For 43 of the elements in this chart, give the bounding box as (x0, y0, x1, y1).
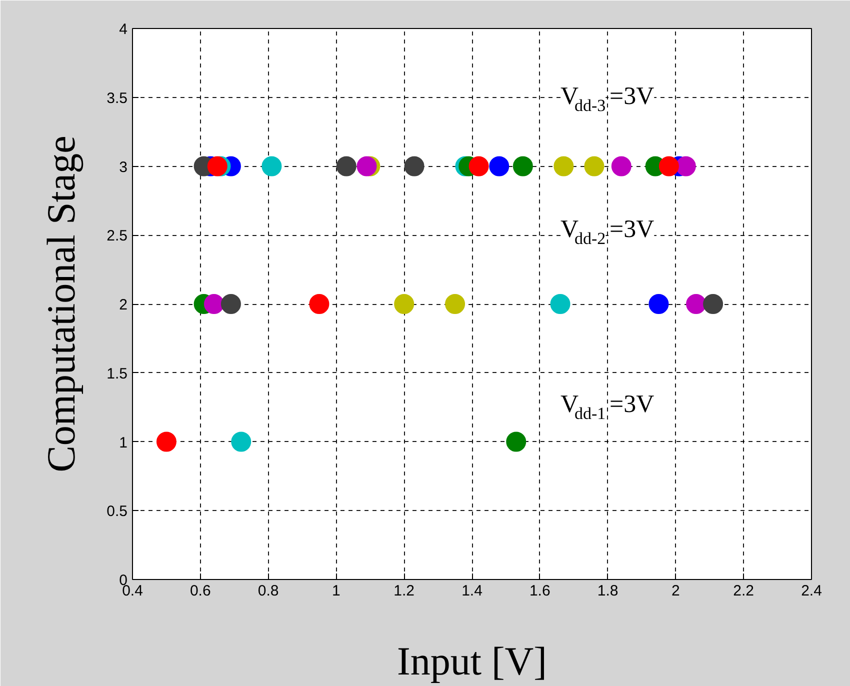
point (611, 156, 632, 176)
point (231, 432, 252, 452)
point (445, 294, 466, 314)
point (512, 156, 533, 176)
x-tick-label: 1.2 (394, 582, 415, 600)
point (356, 156, 377, 176)
x-tick-label: 2.2 (733, 582, 754, 600)
point (550, 294, 570, 314)
x-tick-label: 1.4 (462, 582, 482, 600)
point (394, 294, 414, 314)
point (262, 156, 282, 176)
x-tick-label: 0.8 (258, 582, 279, 600)
point (309, 294, 330, 314)
point (468, 156, 489, 176)
point (686, 294, 706, 314)
point (207, 156, 228, 176)
y-tick-label: 2 (119, 296, 128, 314)
y-axis-title: Computational Stage (38, 136, 84, 472)
x-tick-label: 0.6 (190, 582, 211, 600)
y-tick-label: 3.5 (106, 90, 128, 107)
y-tick-label: 1 (119, 434, 128, 452)
point (648, 294, 669, 314)
x-tick-label: 2.4 (801, 582, 822, 600)
point (336, 156, 356, 176)
point (506, 432, 526, 452)
x-tick-label: 1.6 (529, 582, 550, 600)
point (220, 294, 241, 314)
x-tick-label: 1.8 (597, 582, 618, 600)
point (584, 156, 604, 176)
y-tick-label: 4 (119, 21, 128, 38)
point (703, 294, 724, 314)
y-tick-label: 0.5 (106, 503, 128, 520)
point (204, 294, 224, 314)
y-tick-label: 1.5 (106, 365, 128, 382)
x-tick-label: 1 (332, 582, 340, 600)
y-tick-label: 3 (119, 158, 128, 176)
point (489, 156, 510, 176)
y-tick-label: 2.5 (106, 228, 128, 245)
point (554, 156, 574, 176)
point (404, 156, 424, 176)
point (156, 432, 176, 452)
x-axis-title: Input [V] (397, 638, 547, 684)
x-tick-label: 2 (672, 582, 680, 600)
